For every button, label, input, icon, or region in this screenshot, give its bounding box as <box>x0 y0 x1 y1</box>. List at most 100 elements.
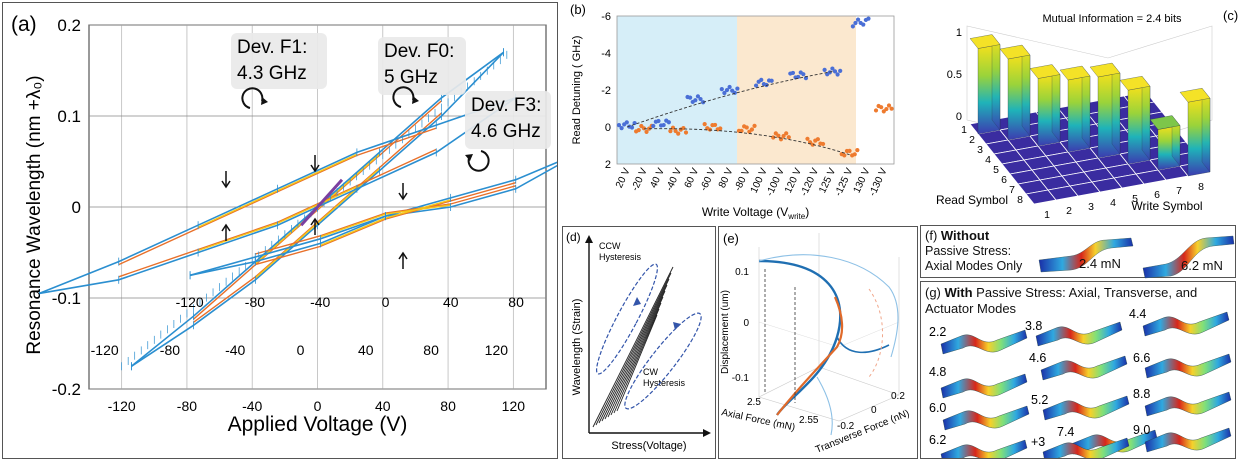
x-tick-label-f3: 80 <box>508 294 524 310</box>
z-tick-label: 1 <box>956 27 962 39</box>
x-tick-label-f3: -120 <box>176 294 204 310</box>
data-point <box>668 129 673 134</box>
data-point <box>629 125 635 130</box>
dev-f3-text: Dev. F3: <box>471 95 541 116</box>
x-tick-label: 120 <box>502 398 526 414</box>
write-axis-label: Write Symbol <box>1131 199 1202 213</box>
data-point <box>815 137 820 142</box>
dev-f0-text: 5 GHz <box>384 67 438 88</box>
axial-tick-label: 2.5 <box>747 397 761 408</box>
x-tick-label: -40 <box>242 398 262 414</box>
mode-label-2: 6.2 mN <box>1181 258 1223 273</box>
bar-top <box>1119 76 1151 91</box>
x-tick-label: -60 V <box>698 166 718 193</box>
data-point <box>661 122 666 128</box>
write-tick-label: 8 <box>1198 181 1204 193</box>
x-tick-label-f0: -80 <box>160 342 180 358</box>
dev-f3-box <box>465 91 551 149</box>
mode-shape <box>1144 353 1232 379</box>
loop-outer-up <box>39 97 516 295</box>
y-tick-label: -0.2 <box>52 380 81 399</box>
bar-top <box>999 44 1031 60</box>
y-tick-label: -4 <box>601 48 611 60</box>
mode-label: 4.6 <box>1029 351 1046 365</box>
arrow-head <box>310 164 320 173</box>
x-axis-arrow <box>703 429 711 437</box>
y-axis-arrow <box>585 235 593 243</box>
cw-label: CW <box>643 367 658 377</box>
data-point <box>644 129 649 134</box>
panel-g: (g) With Passive Stress: Axial, Transver… <box>920 281 1236 459</box>
y-axis-label: Read Detuning ( GHz) <box>571 36 583 145</box>
write-tick-label: 7 <box>1176 185 1182 197</box>
loop-outer-down <box>189 151 582 277</box>
loop-line <box>604 290 666 420</box>
panel-f-label: (f) <box>925 228 938 243</box>
mode-label: 6.2 <box>929 433 946 447</box>
bar-top <box>1059 65 1091 81</box>
panel-e: (e) 0.1 0 -0.1 Displacement (um) 2.5 2.55 Axial… <box>718 226 918 459</box>
y-tick-label: 0.1 <box>57 107 81 126</box>
bar-side <box>1111 62 1121 155</box>
cw-arrow-f3-head <box>465 154 473 161</box>
data-point <box>641 126 647 131</box>
data-point <box>666 120 671 125</box>
y-tick-label: 2 <box>605 159 611 171</box>
x-tick-label-f3: 40 <box>443 294 459 310</box>
loop-outer-up <box>189 151 582 277</box>
bar-2 <box>999 44 1031 141</box>
transverse-tick-label: -0.2 <box>837 421 855 432</box>
data-point <box>702 122 707 127</box>
data-point <box>853 20 858 26</box>
read-tick-label: 6 <box>1001 174 1007 186</box>
bar-6 <box>1119 75 1151 165</box>
data-point <box>855 147 860 153</box>
data-point <box>701 100 706 105</box>
data-point <box>688 95 693 100</box>
panel-g-label: (g) <box>925 285 941 300</box>
x-tick-label-f3: 0 <box>382 294 390 310</box>
bar-top <box>1149 115 1181 130</box>
data-point <box>832 69 838 74</box>
bar-8 <box>1179 87 1211 177</box>
panel-b-label: (b) <box>570 2 586 17</box>
loop-line <box>595 272 672 426</box>
data-point <box>850 24 855 29</box>
y-tick-label: 0 <box>72 198 81 217</box>
panel-f: (f) Without Passive Stress: Axial Modes … <box>920 225 1236 279</box>
data-point <box>636 128 641 133</box>
panel-f-bold: Without <box>940 228 990 243</box>
loop-line <box>607 296 664 418</box>
transverse-axis-label: Transverse Force (nN) <box>814 408 911 456</box>
data-point <box>771 135 776 140</box>
data-point <box>866 16 871 21</box>
panel-f-line2: Passive Stress: <box>925 244 1012 258</box>
x-axis-label-sub: write <box>787 212 805 220</box>
cw-arrow <box>673 322 681 330</box>
data-point <box>739 128 744 133</box>
mode-shape <box>1144 427 1232 453</box>
bar-5 <box>1089 62 1121 159</box>
read-tick-label: 2 <box>969 134 975 146</box>
write-tick-label: 3 <box>1088 201 1094 213</box>
data-point <box>683 130 689 135</box>
dev-f1-box <box>231 33 327 89</box>
read-tick-label: 3 <box>977 144 983 156</box>
data-point <box>656 118 661 124</box>
data-point <box>805 136 810 141</box>
data-point <box>619 126 624 131</box>
x-tick-label: 80 <box>440 398 456 414</box>
region-tan <box>737 16 856 164</box>
panel-b-chart: -6-4-202(b)Read Detuning ( GHz)20 V-20 V… <box>570 2 895 221</box>
mode-label: 7.4 <box>1057 425 1074 439</box>
x-tick-label-f0: -120 <box>91 342 119 358</box>
data-point <box>810 142 815 147</box>
loop-line <box>601 284 668 422</box>
mode-shape <box>942 405 1030 431</box>
arrow-head <box>398 251 408 260</box>
ccw-arrow-f0 <box>392 86 415 108</box>
data-point <box>681 125 686 131</box>
write-tick-label: 5 <box>1132 193 1138 205</box>
x-tick-label-f0: 80 <box>423 342 439 358</box>
x-tick-label: -20 V <box>630 166 650 193</box>
